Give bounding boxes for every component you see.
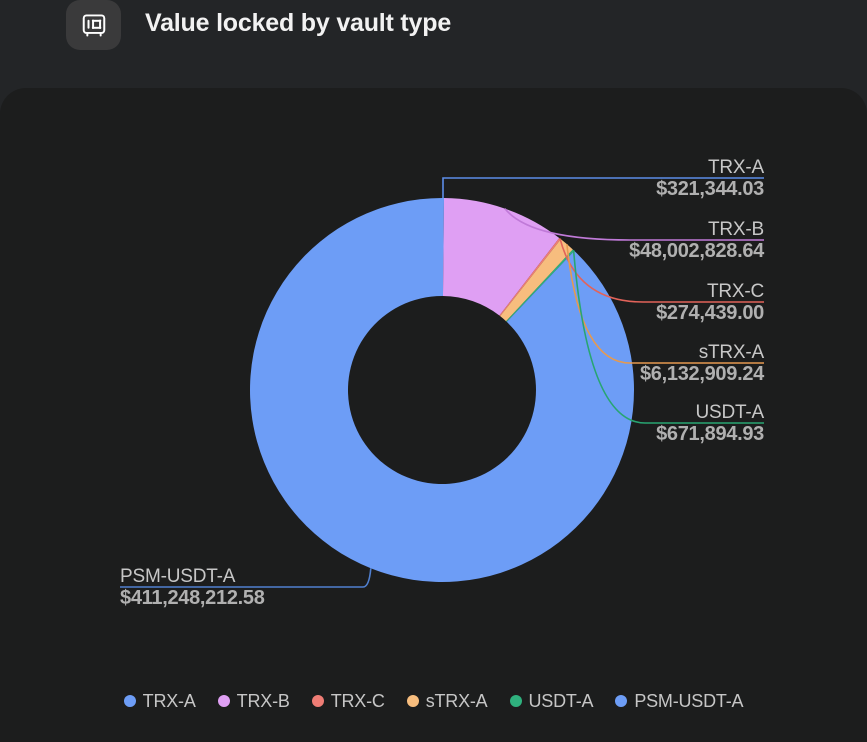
slice-TRX-B[interactable] xyxy=(442,198,560,316)
slice-TRX-A[interactable] xyxy=(442,198,445,297)
leader-line-USDT-A xyxy=(572,250,764,424)
legend-dot-icon xyxy=(123,695,136,707)
leader-line-sTRX-A xyxy=(566,244,764,364)
slice-PSM-USDT-A[interactable] xyxy=(250,198,635,582)
legend-dot-icon xyxy=(406,695,419,707)
leader-line-TRX-C xyxy=(559,238,764,303)
legend-dot-icon xyxy=(509,695,522,707)
legend-label: USDT-A xyxy=(528,690,594,711)
legend-label: sTRX-A xyxy=(425,690,488,711)
vault-safe-icon xyxy=(82,14,105,37)
chart-legend: TRX-A TRX-B TRX-C sTRX-A USDT-A PSM-USDT-A xyxy=(0,686,867,716)
header: Value locked by vault type xyxy=(0,0,867,88)
legend-item-TRX-C[interactable]: TRX-C xyxy=(311,690,385,712)
legend-label: TRX-C xyxy=(330,690,385,711)
legend-label: TRX-B xyxy=(236,690,290,711)
leader-line-PSM-USDT-A xyxy=(120,568,372,588)
legend-dot-icon xyxy=(615,695,628,707)
legend-dot-icon xyxy=(217,695,230,707)
slice-sTRX-A[interactable] xyxy=(500,239,573,322)
legend-item-USDT-A[interactable]: USDT-A xyxy=(509,690,594,712)
page-title: Value locked by vault type xyxy=(145,9,452,37)
leader-line-TRX-A xyxy=(442,177,764,198)
legend-item-sTRX-A[interactable]: sTRX-A xyxy=(406,690,488,712)
legend-item-TRX-A[interactable]: TRX-A xyxy=(123,690,196,712)
legend-label: TRX-A xyxy=(142,690,196,711)
slice-USDT-A[interactable] xyxy=(506,249,575,322)
legend-item-TRX-B[interactable]: TRX-B xyxy=(217,690,290,712)
vault-icon-chip xyxy=(66,0,121,50)
legend-dot-icon xyxy=(311,695,324,707)
slice-TRX-C[interactable] xyxy=(499,237,561,317)
leader-line-TRX-B xyxy=(504,208,764,241)
legend-label: PSM-USDT-A xyxy=(634,690,744,711)
legend-item-PSM-USDT-A[interactable]: PSM-USDT-A xyxy=(615,690,744,712)
chart-card xyxy=(0,88,867,742)
